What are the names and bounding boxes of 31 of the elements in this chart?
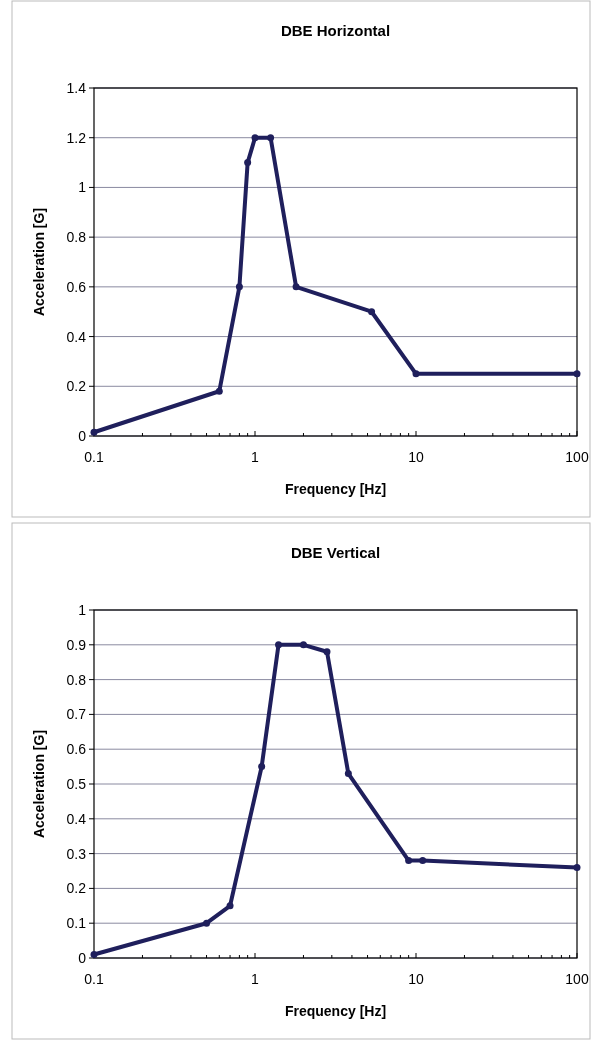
y-tick-label: 1.2 [66, 129, 87, 146]
y-axis-title: Acceleration [G] [31, 729, 47, 839]
y-tick-label: 0.1 [66, 915, 87, 932]
y-tick-label: 0.2 [66, 378, 87, 395]
x-tick-label: 10 [408, 971, 424, 987]
y-tick-label: 0.3 [66, 845, 87, 862]
y-tick-label: 0 [78, 950, 87, 966]
x-axis-title: Frequency [Hz] [284, 481, 387, 497]
x-tick-label: 100 [565, 449, 589, 465]
y-tick-label: 0.8 [66, 671, 87, 688]
x-axis-title: Frequency [Hz] [284, 1003, 387, 1019]
x-tick-label: 100 [565, 971, 589, 987]
chart-title: DBE Horizontal [280, 22, 391, 39]
chart-title: DBE Vertical [290, 544, 381, 561]
y-tick-label: 0.4 [66, 328, 87, 345]
y-tick-label: 1.4 [66, 80, 87, 96]
y-tick-label: 1 [78, 179, 87, 196]
y-tick-label: 0.4 [66, 810, 87, 827]
y-axis-title: Acceleration [G] [31, 207, 47, 317]
y-tick-label: 0.7 [66, 706, 87, 723]
y-tick-label: 0.6 [66, 278, 87, 295]
y-tick-label: 0.8 [66, 229, 87, 246]
x-tick-label: 1 [251, 971, 260, 987]
y-tick-label: 0.9 [66, 636, 87, 653]
y-tick-label: 0.5 [66, 776, 87, 792]
x-tick-label: 1 [251, 449, 260, 465]
y-tick-label: 0 [78, 428, 87, 444]
y-tick-label: 1 [78, 602, 87, 618]
x-tick-label: 10 [408, 449, 424, 465]
y-tick-label: 0.6 [66, 741, 87, 758]
y-tick-label: 0.2 [66, 880, 87, 897]
